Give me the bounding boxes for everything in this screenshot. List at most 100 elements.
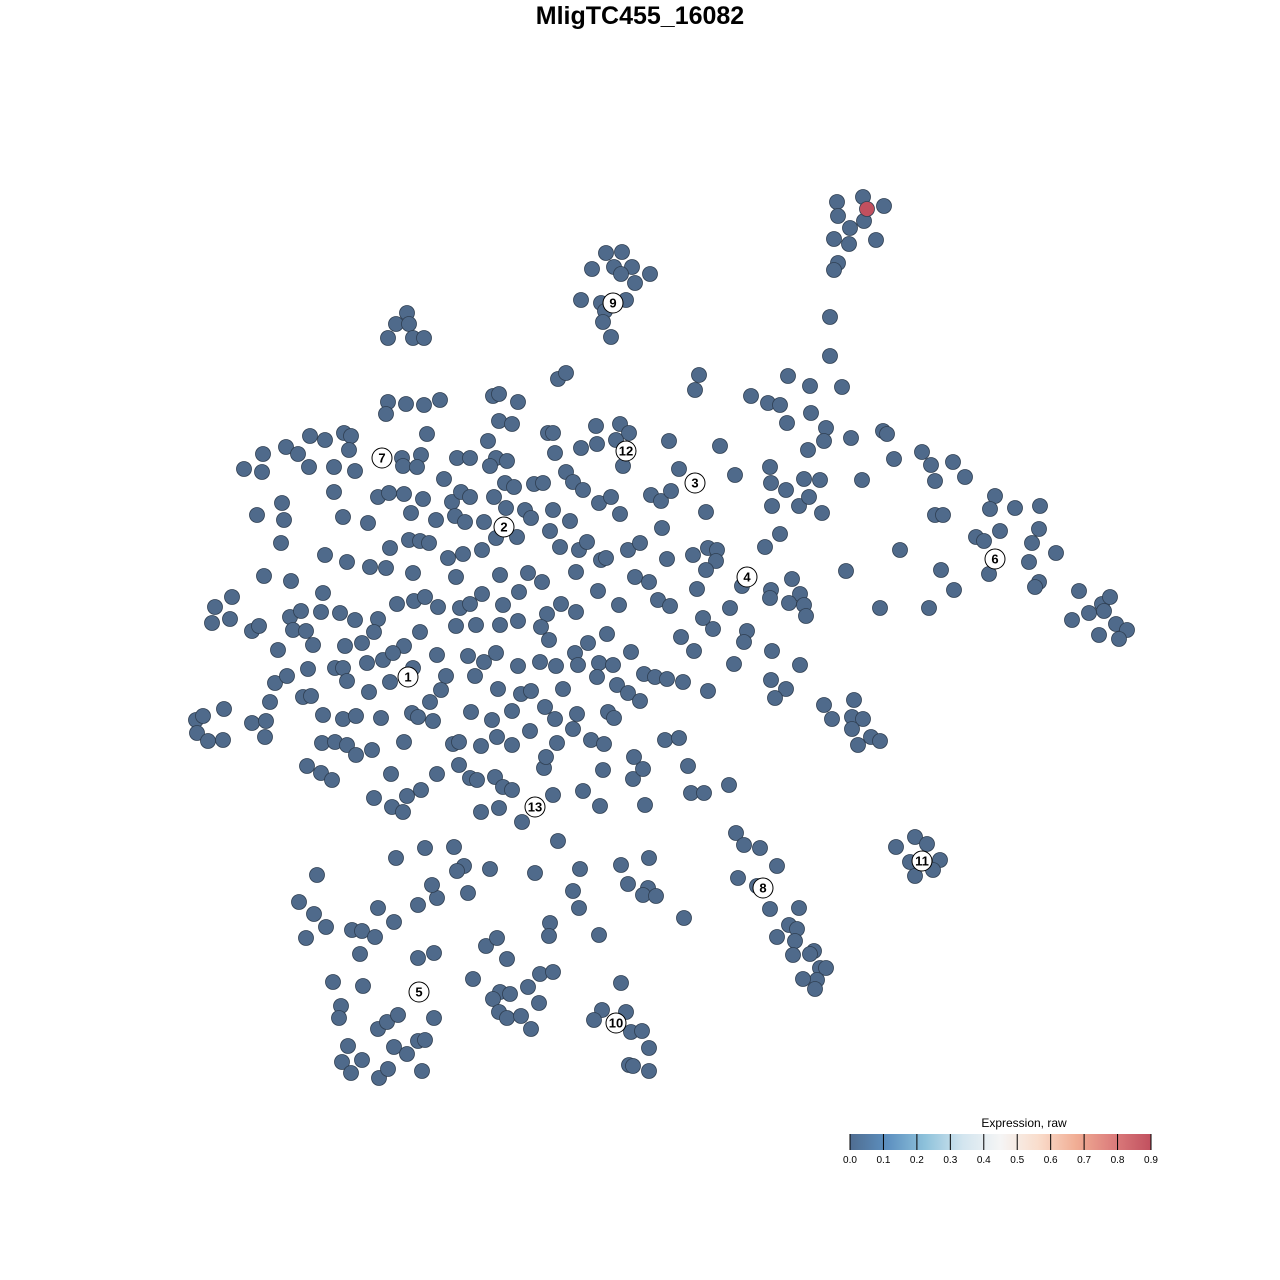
cell-point bbox=[598, 550, 614, 566]
cluster-label-4: 4 bbox=[736, 566, 758, 588]
cell-point bbox=[463, 704, 479, 720]
cell-point bbox=[386, 914, 402, 930]
cell-point bbox=[302, 428, 318, 444]
cell-point bbox=[390, 1007, 406, 1023]
cell-point bbox=[1027, 579, 1043, 595]
cell-point bbox=[416, 330, 432, 346]
cell-point bbox=[283, 573, 299, 589]
cell-point bbox=[324, 772, 340, 788]
cell-point bbox=[653, 493, 669, 509]
cell-point bbox=[829, 194, 845, 210]
cell-point bbox=[473, 804, 489, 820]
cluster-label-6: 6 bbox=[984, 548, 1006, 570]
cell-point bbox=[547, 445, 563, 461]
cell-point bbox=[478, 938, 494, 954]
cell-point bbox=[523, 683, 539, 699]
cell-point bbox=[300, 661, 316, 677]
cell-point bbox=[662, 598, 678, 614]
cell-point bbox=[778, 482, 794, 498]
cell-point bbox=[568, 564, 584, 580]
cell-point bbox=[1007, 500, 1023, 516]
cell-point bbox=[764, 643, 780, 659]
cell-point bbox=[520, 565, 536, 581]
cell-point bbox=[462, 596, 478, 612]
cell-point bbox=[838, 563, 854, 579]
cell-point bbox=[565, 883, 581, 899]
cell-point bbox=[498, 500, 514, 516]
cell-point bbox=[489, 930, 505, 946]
cell-point bbox=[712, 438, 728, 454]
cluster-label-text: 10 bbox=[609, 1016, 623, 1031]
cluster-label-text: 1 bbox=[404, 670, 411, 685]
cell-point bbox=[1081, 605, 1097, 621]
cell-point bbox=[520, 979, 536, 995]
cluster-label-2: 2 bbox=[493, 516, 515, 538]
cell-point bbox=[366, 624, 382, 640]
cell-point bbox=[822, 348, 838, 364]
cell-point bbox=[801, 489, 817, 505]
cell-point bbox=[416, 397, 432, 413]
cell-point bbox=[879, 426, 895, 442]
cell-point bbox=[626, 749, 642, 765]
cell-point bbox=[641, 574, 657, 590]
cell-point bbox=[539, 606, 555, 622]
cell-point bbox=[254, 464, 270, 480]
cell-point bbox=[573, 440, 589, 456]
cell-point bbox=[347, 612, 363, 628]
cluster-label-text: 12 bbox=[619, 444, 633, 459]
cell-point bbox=[687, 382, 703, 398]
cluster-label-badge bbox=[736, 566, 758, 588]
cell-point bbox=[868, 232, 884, 248]
cell-point bbox=[482, 458, 498, 474]
cell-point bbox=[422, 694, 438, 710]
cell-point bbox=[663, 483, 679, 499]
cell-point bbox=[659, 671, 675, 687]
cell-point bbox=[671, 730, 687, 746]
cell-point bbox=[767, 690, 783, 706]
cell-point bbox=[800, 442, 816, 458]
cell-point bbox=[381, 485, 397, 501]
cell-point bbox=[575, 482, 591, 498]
cell-point bbox=[348, 708, 364, 724]
cell-point bbox=[589, 669, 605, 685]
cell-point bbox=[844, 721, 860, 737]
cell-point bbox=[675, 674, 691, 690]
cell-point bbox=[222, 611, 238, 627]
cell-point bbox=[1064, 612, 1080, 628]
cell-point bbox=[826, 231, 842, 247]
cell-point bbox=[545, 964, 561, 980]
cell-point bbox=[510, 613, 526, 629]
cell-point bbox=[696, 785, 712, 801]
cell-point bbox=[389, 596, 405, 612]
cell-point bbox=[691, 367, 707, 383]
cluster-label-5: 5 bbox=[408, 981, 430, 1003]
cell-point bbox=[814, 505, 830, 521]
cell-point bbox=[315, 707, 331, 723]
cell-point bbox=[698, 504, 714, 520]
cell-point bbox=[946, 582, 962, 598]
cell-point bbox=[491, 413, 507, 429]
cell-point bbox=[842, 220, 858, 236]
cell-point bbox=[399, 1046, 415, 1062]
cell-point bbox=[1048, 545, 1064, 561]
cell-point bbox=[736, 634, 752, 650]
cell-point bbox=[728, 825, 744, 841]
cell-point bbox=[274, 495, 290, 511]
cell-point bbox=[641, 850, 657, 866]
cell-point bbox=[637, 797, 653, 813]
cell-point bbox=[409, 459, 425, 475]
cell-point bbox=[354, 635, 370, 651]
cluster-label-text: 6 bbox=[991, 552, 998, 567]
cell-point bbox=[603, 489, 619, 505]
cell-point bbox=[588, 418, 604, 434]
cell-point bbox=[412, 624, 428, 640]
cell-point bbox=[763, 672, 779, 688]
cell-point bbox=[317, 432, 333, 448]
cell-point bbox=[354, 1052, 370, 1068]
legend-tick-label: 0.0 bbox=[843, 1155, 857, 1166]
cluster-label-7: 7 bbox=[371, 447, 393, 469]
cell-point bbox=[798, 608, 814, 624]
cell-point bbox=[476, 654, 492, 670]
cell-point bbox=[641, 1040, 657, 1056]
